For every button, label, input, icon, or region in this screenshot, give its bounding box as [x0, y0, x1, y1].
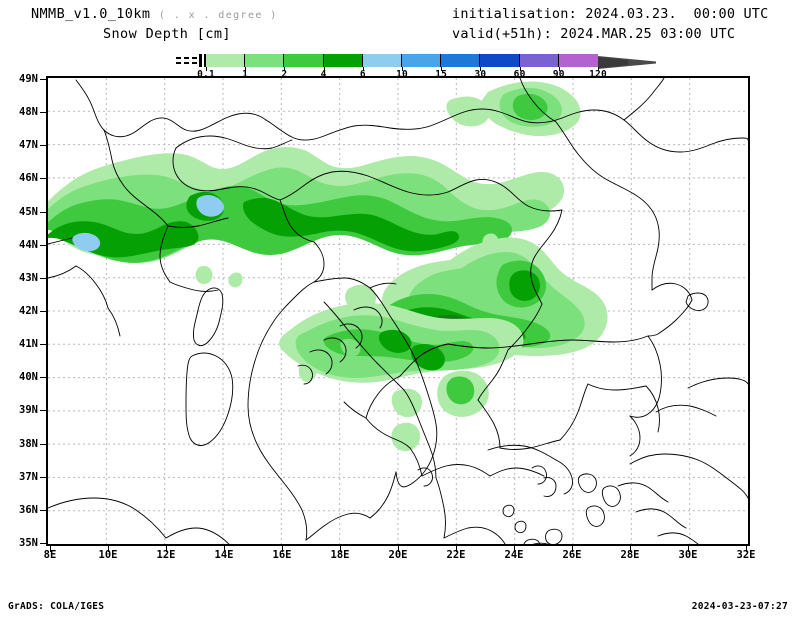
colorbar-label-10: 10	[396, 69, 408, 80]
y-axis-tickmark	[40, 443, 46, 445]
colorbar-cell-0	[206, 54, 246, 67]
initialisation-time: initialisation: 2024.03.23. 00:00 UTC	[452, 6, 769, 22]
y-axis-tick-37N: 37N	[19, 470, 38, 483]
x-axis-tickmark	[224, 546, 225, 552]
y-axis-tickmark	[40, 178, 46, 180]
x-axis-tick-18E: 18E	[330, 549, 350, 561]
colorbar-label-4: 4	[320, 69, 327, 80]
x-axis-tick-16E: 16E	[272, 549, 292, 561]
y-axis-tickmark	[40, 112, 46, 114]
y-axis-tick-48N: 48N	[19, 106, 38, 119]
x-axis-tickmark	[50, 546, 51, 552]
colorbar-label-15: 15	[435, 69, 448, 80]
y-axis-tick-36N: 36N	[19, 503, 38, 516]
x-axis-tickmark	[514, 546, 515, 552]
y-axis-tickmark	[40, 79, 46, 80]
x-axis-tickmark	[398, 546, 399, 552]
colorbar-cell-9	[558, 54, 598, 67]
colorbar-color-strip	[206, 54, 598, 67]
colorbar-cell-8	[519, 54, 559, 67]
colorbar-label-6: 6	[359, 69, 366, 80]
y-axis-tickmark	[40, 211, 46, 213]
y-axis-tick-35N: 35N	[19, 537, 38, 549]
x-axis-tickmark	[630, 546, 631, 552]
x-axis-tick-10E: 10E	[98, 549, 118, 561]
x-axis-tick-28E: 28E	[620, 549, 640, 561]
variable-title: Snow Depth [cm]	[103, 26, 231, 42]
y-axis-tickmark	[40, 311, 46, 312]
x-axis-tick-20E: 20E	[388, 549, 408, 561]
y-axis-tick-45N: 45N	[19, 205, 38, 218]
snow-depth-contours	[48, 81, 608, 452]
colorbar-label-30: 30	[474, 69, 487, 80]
map-plot-area	[46, 76, 750, 546]
colorbar-label-1: 1	[242, 69, 249, 80]
x-axis-tick-8E: 8E	[43, 549, 57, 561]
colorbar-cell-1	[245, 54, 285, 67]
y-axis-tick-49N: 49N	[19, 73, 38, 85]
y-axis-tickmark	[40, 344, 46, 346]
render-timestamp: 2024-03-23-07:27	[691, 601, 788, 612]
colorbar-cell-5	[401, 54, 442, 67]
x-axis-tickmark	[166, 546, 167, 552]
y-axis-tickmark	[40, 476, 46, 478]
x-axis-tickmark	[340, 546, 341, 552]
x-axis-tick-14E: 14E	[214, 549, 234, 561]
colorbar-tick-marks	[206, 67, 599, 71]
map-svg	[48, 78, 748, 544]
chart-header: NMMB_v1.0_10km ( . x . degree ) Snow Dep…	[0, 0, 800, 46]
x-axis-tick-26E: 26E	[562, 549, 582, 561]
x-axis-tick-12E: 12E	[156, 549, 176, 561]
y-axis-tickmark	[40, 377, 46, 379]
y-axis-tickmark	[40, 145, 46, 147]
y-axis-tick-47N: 47N	[19, 139, 38, 152]
y-axis-tickmark	[40, 410, 46, 412]
colorbar-left-edge	[204, 54, 206, 67]
y-axis-tick-42N: 42N	[19, 305, 38, 317]
x-axis-tick-30E: 30E	[678, 549, 698, 561]
y-axis-tick-41N: 41N	[19, 338, 38, 351]
colorbar-overflow-arrow	[598, 54, 658, 69]
colorbar-cell-6	[441, 54, 481, 67]
colorbar-below-threshold-hatch	[176, 54, 202, 67]
y-axis-tick-44N: 44N	[19, 238, 38, 251]
model-name-line: NMMB_v1.0_10km ( . x . degree )	[31, 6, 278, 22]
valid-time: valid(+51h): 2024.MAR.25 03:00 UTC	[452, 26, 736, 42]
x-axis-tickmark	[688, 546, 689, 552]
y-axis-tick-39N: 39N	[19, 404, 38, 417]
y-axis-tick-40N: 40N	[19, 371, 38, 384]
y-axis-tickmark	[40, 543, 46, 544]
colorbar-label-60: 60	[513, 69, 526, 80]
map-coastlines-borders	[48, 78, 748, 544]
colorbar-cell-2	[284, 54, 324, 67]
colorbar-label-120: 120	[589, 69, 607, 80]
colorbar-label-2: 2	[281, 69, 288, 80]
x-axis-tickmark	[108, 546, 109, 552]
colorbar-legend: 0.1 1 2 4 6 10 15 30 60 90 120	[176, 54, 656, 80]
colorbar-label-90: 90	[552, 69, 565, 80]
colorbar-tick-labels: 0.1 1 2 4 6 10 15 30 60 90 120	[176, 69, 646, 81]
x-axis-tickmark	[456, 546, 457, 552]
x-axis-tickmark	[746, 546, 747, 552]
x-axis-tick-22E: 22E	[446, 549, 466, 561]
y-axis-tick-43N: 43N	[19, 271, 38, 284]
colorbar-cell-4	[362, 54, 402, 67]
y-axis-tickmark	[40, 244, 46, 246]
colorbar-label-0.1: 0.1	[197, 69, 215, 80]
x-axis-tick-24E: 24E	[504, 549, 524, 561]
model-name: NMMB_v1.0_10km	[31, 6, 151, 22]
colorbar-cell-7	[480, 54, 520, 67]
y-axis-tick-38N: 38N	[19, 437, 38, 450]
model-subscript: ( . x . degree )	[158, 10, 278, 21]
colorbar-cell-3	[323, 54, 363, 67]
y-axis-tickmark	[40, 509, 46, 511]
y-axis-tickmark	[40, 277, 46, 279]
x-axis-tickmark	[572, 546, 573, 552]
y-axis-tick-46N: 46N	[19, 172, 38, 185]
x-axis-tickmark	[282, 546, 283, 552]
grads-credit: GrADS: COLA/IGES	[8, 601, 105, 612]
x-axis-tick-32E: 32E	[736, 549, 756, 561]
